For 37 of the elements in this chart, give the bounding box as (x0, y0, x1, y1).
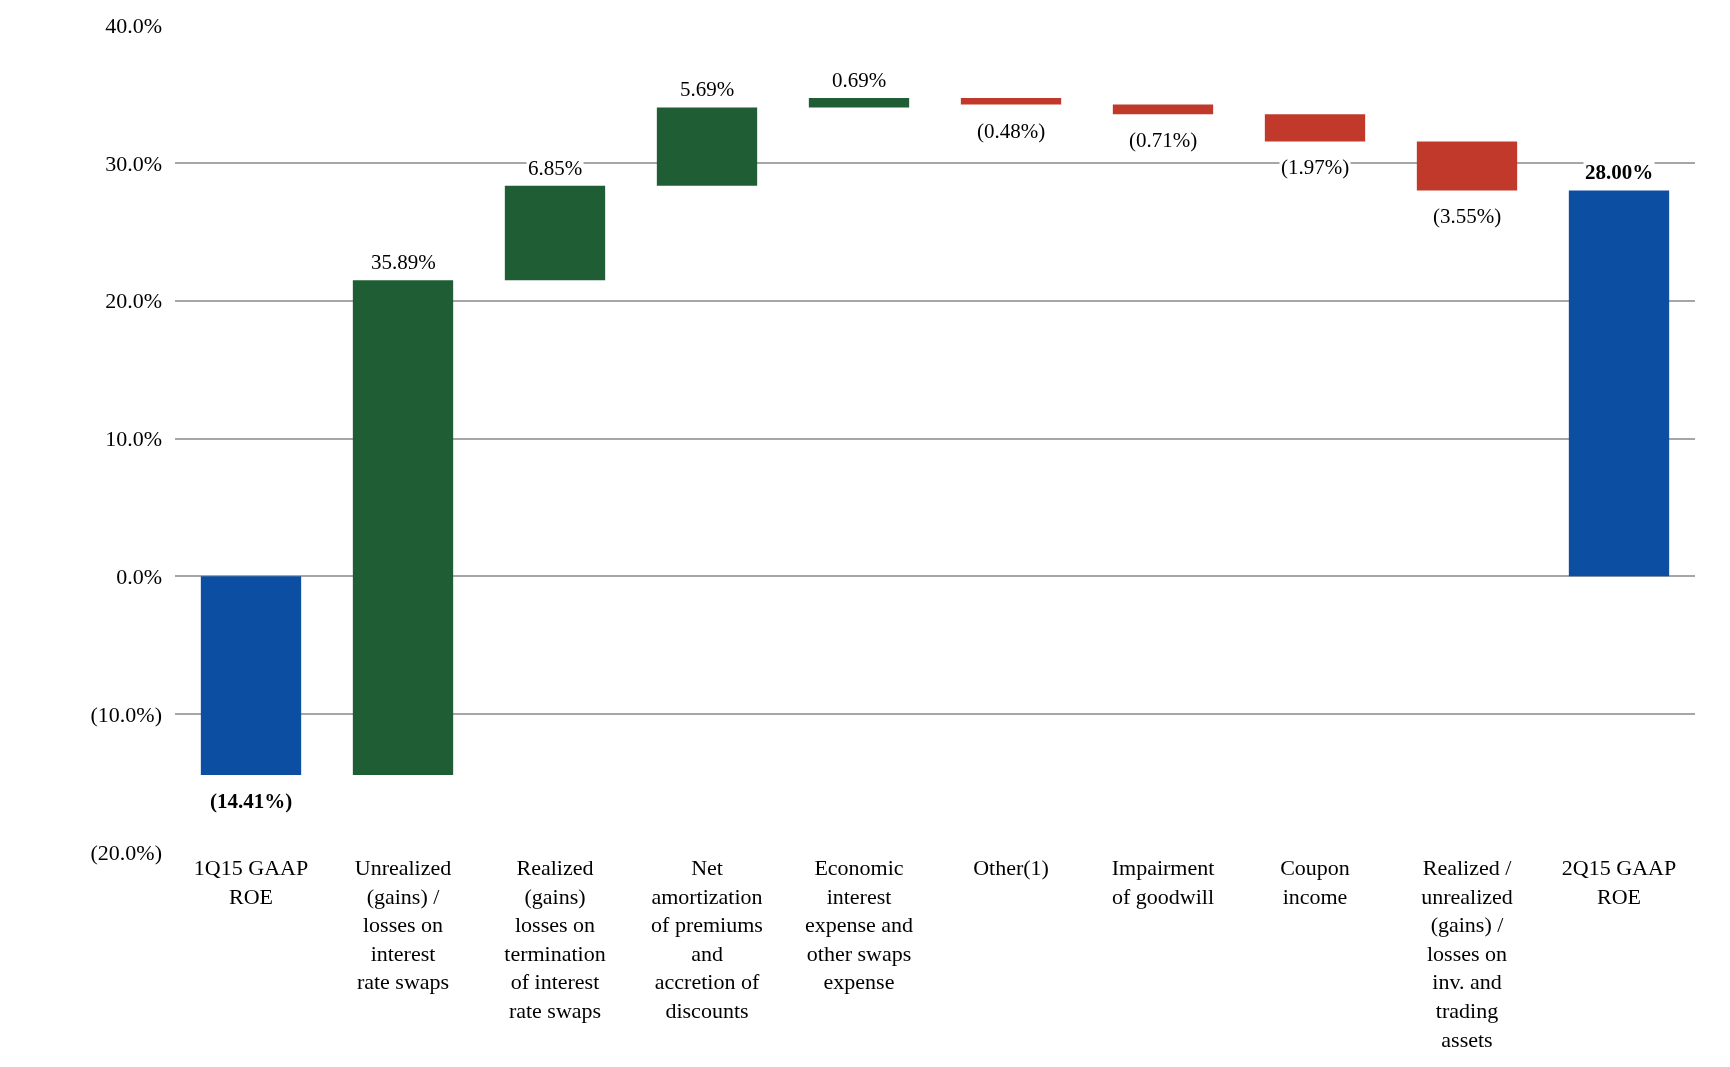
data-label: (0.71%) (1129, 128, 1198, 152)
data-label: 28.00% (1585, 160, 1654, 184)
y-tick-label: 20.0% (105, 288, 162, 314)
y-tick-label: 30.0% (105, 150, 162, 176)
bar (1568, 190, 1670, 577)
data-label: 6.85% (528, 156, 583, 180)
x-tick-label: 1Q15 GAAP ROE (193, 855, 309, 909)
bar (1264, 114, 1366, 142)
x-tick-label: Unrealized (gains) / losses on interest rate swaps (354, 855, 452, 995)
y-tick-label: 0.0% (116, 564, 162, 590)
bar (1112, 104, 1214, 115)
y-tick-label: 10.0% (105, 426, 162, 452)
data-label: 0.69% (832, 68, 887, 92)
x-tick-label: Net amortization of premiums and accretion of discounts (651, 855, 763, 1023)
x-tick-label: Realized / unrealized (gains) / losses on inv. and trading assets (1421, 855, 1513, 1052)
x-tick-label: Economic interest expense and other swaps expense (804, 855, 914, 995)
data-label: 35.89% (371, 250, 436, 274)
y-tick-label: (20.0%) (90, 839, 162, 865)
x-tick-label: 2Q15 GAAP ROE (1561, 855, 1677, 909)
bar (200, 576, 302, 775)
bar (1416, 141, 1518, 191)
data-label: (14.41%) (210, 789, 293, 813)
bar (504, 185, 606, 281)
x-tick-label: Realized (gains) losses on termination of interest rate swaps (504, 855, 606, 1023)
bar (960, 97, 1062, 105)
data-label: (1.97%) (1281, 155, 1350, 179)
bar (656, 107, 758, 186)
y-tick-label: 40.0% (105, 12, 162, 38)
x-tick-label: Impairment of goodwill (1111, 855, 1215, 909)
x-tick-label: Coupon income (1280, 855, 1350, 909)
data-label: (0.48%) (977, 119, 1046, 143)
bar (808, 97, 910, 108)
data-label: (3.55%) (1433, 204, 1502, 228)
bar (352, 280, 454, 775)
x-tick-label: Other(1) (973, 855, 1049, 880)
data-label: 5.69% (680, 77, 735, 101)
y-tick-label: (10.0%) (90, 701, 162, 727)
